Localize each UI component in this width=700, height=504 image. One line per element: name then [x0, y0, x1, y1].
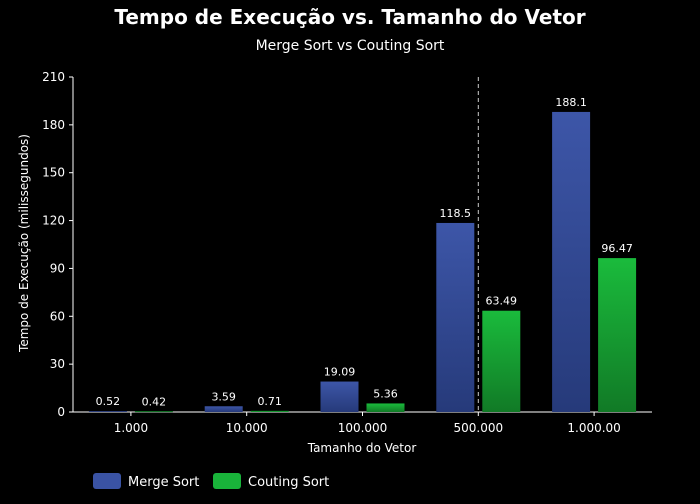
- data-label: 0.52: [96, 395, 121, 408]
- y-tick-label: 60: [50, 309, 65, 323]
- chart-subtitle: Merge Sort vs Couting Sort: [256, 38, 445, 54]
- bar-couting-sort: [134, 411, 173, 413]
- legend-swatch: [93, 473, 121, 489]
- bar-merge-sort: [320, 381, 359, 412]
- y-tick-label: 210: [42, 70, 65, 84]
- y-tick-label: 120: [42, 214, 65, 228]
- data-label: 19.09: [324, 366, 356, 379]
- x-tick-label: 500.000: [453, 421, 503, 435]
- x-tick-label: 1.000: [114, 421, 148, 435]
- plot-area: 0 30 60 90 120 150 180 210 0.52 0.42 1.000 3.59 0.71…: [42, 70, 652, 435]
- bar-merge-sort: [88, 411, 127, 412]
- legend: Merge Sort Couting Sort: [93, 473, 329, 490]
- legend-label: Couting Sort: [248, 475, 329, 490]
- x-axis-label: Tamanho do Vetor: [307, 441, 417, 455]
- data-label: 96.47: [601, 242, 633, 255]
- data-label: 188.1: [555, 96, 587, 109]
- y-tick-label: 150: [42, 166, 65, 180]
- data-label: 0.42: [142, 395, 167, 408]
- y-axis-label: Tempo de Execução (milissegundos): [17, 134, 31, 353]
- chart-title: Tempo de Execução vs. Tamanho do Vetor: [114, 5, 585, 29]
- data-label: 5.36: [373, 387, 398, 400]
- data-label: 3.59: [211, 390, 236, 403]
- bar-couting-sort: [598, 258, 637, 412]
- bar-merge-sort: [204, 406, 243, 412]
- y-tick-label: 180: [42, 118, 65, 132]
- bar-merge-sort: [552, 111, 591, 412]
- legend-label: Merge Sort: [128, 475, 199, 490]
- data-label: 0.71: [257, 395, 282, 408]
- bar-couting-sort: [366, 403, 405, 412]
- data-label: 118.5: [440, 207, 472, 220]
- data-label: 63.49: [486, 295, 518, 308]
- bar-couting-sort: [250, 410, 289, 412]
- y-tick-label: 30: [50, 357, 65, 371]
- x-tick-label: 10.000: [226, 421, 268, 435]
- legend-swatch: [213, 473, 241, 489]
- bar-couting-sort: [482, 310, 521, 412]
- y-tick-label: 0: [57, 405, 65, 419]
- y-tick-label: 90: [50, 261, 65, 275]
- bar-merge-sort: [436, 222, 475, 412]
- x-tick-label: 100.000: [338, 421, 388, 435]
- x-tick-label: 1.000.00: [567, 421, 620, 435]
